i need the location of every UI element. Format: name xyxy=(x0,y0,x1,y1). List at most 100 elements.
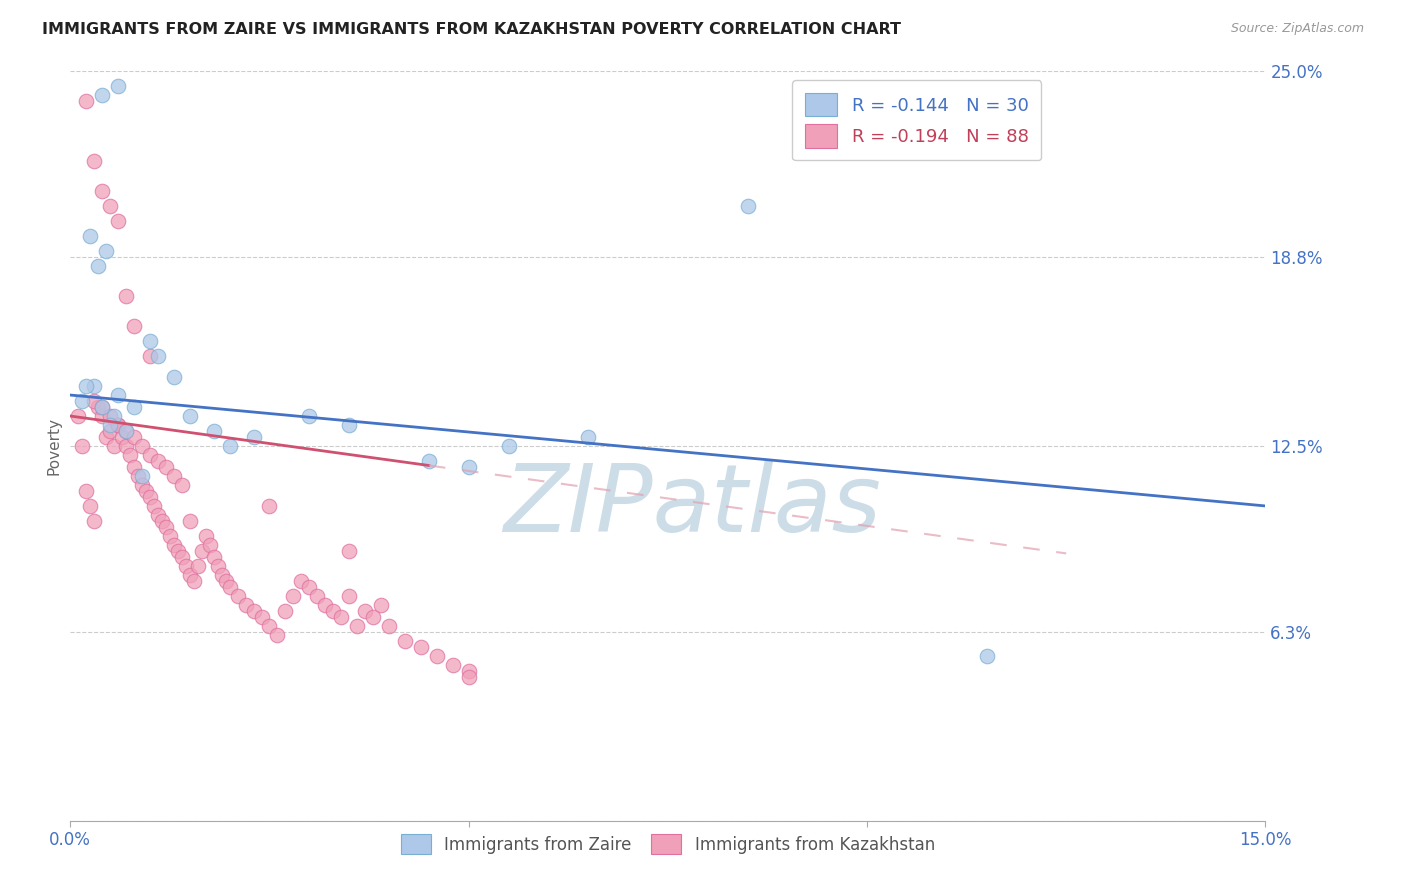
Point xyxy=(111,430,134,444)
Point xyxy=(187,558,209,573)
Point xyxy=(179,409,201,423)
Point xyxy=(139,448,162,462)
Point xyxy=(226,589,249,603)
Point xyxy=(127,469,149,483)
Point xyxy=(314,598,336,612)
Point xyxy=(457,664,479,678)
Point xyxy=(163,370,186,384)
Point xyxy=(98,417,121,432)
Point xyxy=(337,417,360,432)
Point xyxy=(91,409,114,423)
Point xyxy=(115,424,138,438)
Point xyxy=(218,580,240,594)
Point xyxy=(242,604,264,618)
Point xyxy=(170,549,193,564)
Point xyxy=(191,544,214,558)
Point xyxy=(737,199,759,213)
Point xyxy=(139,334,162,348)
Point xyxy=(103,439,125,453)
Point xyxy=(179,567,201,582)
Point xyxy=(107,79,129,94)
Point xyxy=(131,439,153,453)
Point xyxy=(122,400,145,414)
Point xyxy=(91,400,114,414)
Point xyxy=(394,633,416,648)
Point xyxy=(103,409,125,423)
Point xyxy=(83,379,105,393)
Point xyxy=(115,424,138,438)
Point xyxy=(79,499,101,513)
Point xyxy=(83,394,105,409)
Point xyxy=(218,439,240,453)
Point xyxy=(290,574,312,588)
Point xyxy=(235,598,257,612)
Point xyxy=(207,558,229,573)
Point xyxy=(98,409,121,423)
Point xyxy=(146,454,169,468)
Point xyxy=(174,558,197,573)
Point xyxy=(122,460,145,475)
Point xyxy=(115,289,138,303)
Point xyxy=(170,478,193,492)
Point xyxy=(370,598,392,612)
Point xyxy=(259,619,281,633)
Point xyxy=(498,439,520,453)
Point xyxy=(298,580,321,594)
Point xyxy=(70,394,93,409)
Point xyxy=(202,549,225,564)
Point xyxy=(457,670,479,684)
Text: IMMIGRANTS FROM ZAIRE VS IMMIGRANTS FROM KAZAKHSTAN POVERTY CORRELATION CHART: IMMIGRANTS FROM ZAIRE VS IMMIGRANTS FROM… xyxy=(42,22,901,37)
Point xyxy=(87,259,110,273)
Point xyxy=(107,417,129,432)
Point xyxy=(576,430,599,444)
Y-axis label: Poverty: Poverty xyxy=(46,417,62,475)
Point xyxy=(98,424,121,438)
Point xyxy=(135,483,157,498)
Point xyxy=(330,610,353,624)
Point xyxy=(155,460,177,475)
Point xyxy=(346,619,368,633)
Text: Source: ZipAtlas.com: Source: ZipAtlas.com xyxy=(1230,22,1364,36)
Point xyxy=(194,529,217,543)
Point xyxy=(75,483,97,498)
Point xyxy=(211,567,233,582)
Point xyxy=(179,514,201,528)
Point xyxy=(202,424,225,438)
Point xyxy=(131,478,153,492)
Text: ZIPatlas: ZIPatlas xyxy=(503,460,880,551)
Point xyxy=(266,628,288,642)
Point xyxy=(96,430,118,444)
Point xyxy=(159,529,181,543)
Point xyxy=(163,538,186,552)
Point xyxy=(183,574,205,588)
Point xyxy=(83,514,105,528)
Point xyxy=(361,610,384,624)
Point xyxy=(409,640,432,654)
Point xyxy=(91,88,114,103)
Point xyxy=(131,469,153,483)
Point xyxy=(91,184,114,198)
Legend: Immigrants from Zaire, Immigrants from Kazakhstan: Immigrants from Zaire, Immigrants from K… xyxy=(394,828,942,861)
Point xyxy=(107,214,129,228)
Point xyxy=(307,589,329,603)
Point xyxy=(250,610,273,624)
Point xyxy=(167,544,190,558)
Point xyxy=(155,520,177,534)
Point xyxy=(163,469,186,483)
Point xyxy=(120,448,141,462)
Point xyxy=(91,400,114,414)
Point xyxy=(87,400,110,414)
Point xyxy=(139,490,162,504)
Point xyxy=(115,439,138,453)
Point xyxy=(298,409,321,423)
Point xyxy=(337,589,360,603)
Point xyxy=(79,229,101,244)
Point xyxy=(457,460,479,475)
Point xyxy=(75,95,97,109)
Point xyxy=(70,439,93,453)
Point xyxy=(198,538,221,552)
Point xyxy=(96,244,118,259)
Point xyxy=(259,499,281,513)
Point xyxy=(378,619,401,633)
Point xyxy=(274,604,297,618)
